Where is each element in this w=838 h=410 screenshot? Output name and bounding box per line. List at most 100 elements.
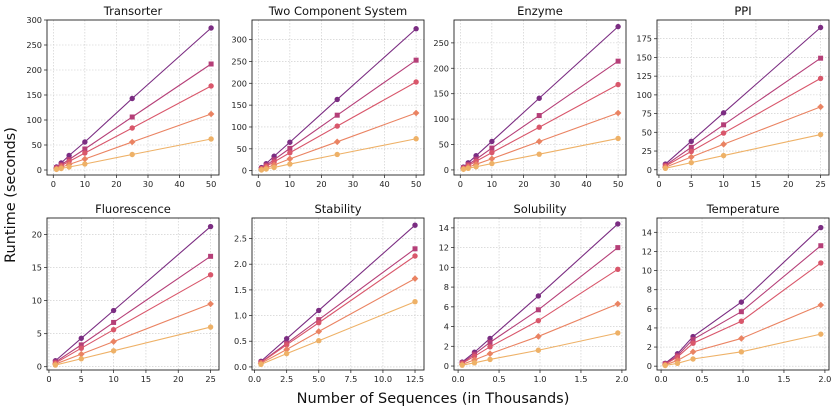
data-point <box>58 165 64 172</box>
y-tick-label: 200 <box>231 78 247 88</box>
data-point <box>690 356 696 362</box>
data-point <box>283 342 290 348</box>
x-tick-label: 40 <box>581 179 591 189</box>
data-point <box>111 319 117 325</box>
series-line <box>665 134 821 169</box>
data-point <box>208 61 214 67</box>
data-point <box>110 326 117 333</box>
subplot-4: 0 5 10 15 20 25 0 25 50 75 100 125 150 175 PPI <box>636 4 830 189</box>
plot-frame <box>46 19 220 176</box>
y-tick-label: 14 <box>439 223 449 233</box>
x-tick-label: 20 <box>518 179 528 189</box>
data-point <box>316 320 322 326</box>
data-point <box>738 349 745 355</box>
series-line <box>665 27 821 165</box>
x-tick-label: 0.5 <box>493 374 506 384</box>
data-point <box>334 123 340 129</box>
series-line <box>260 278 416 364</box>
y-tick-label: 50 <box>642 127 652 137</box>
x-tick-label: 50 <box>613 179 623 189</box>
data-point <box>465 165 471 172</box>
y-tick-label: 150 <box>231 100 247 110</box>
x-tick-label: 5.0 <box>312 374 325 384</box>
data-point <box>207 300 214 308</box>
subplot-2: 0 10 20 30 40 50 0 50 100 150 200 250 300 Two Compone… <box>231 4 425 189</box>
y-tick-label: 0 <box>242 166 247 176</box>
y-tick-label: 0 <box>444 361 449 371</box>
x-tick-label: 10 <box>80 179 90 189</box>
data-point <box>535 333 542 340</box>
data-point <box>287 145 293 151</box>
y-tick-label: 50 <box>237 144 247 154</box>
data-point <box>674 357 681 364</box>
series-line <box>55 303 211 365</box>
subplot-title: Transorter <box>103 4 163 18</box>
data-point <box>615 245 621 251</box>
data-point <box>412 222 418 228</box>
plot-frame <box>656 217 830 371</box>
y-tick-label: 12 <box>642 246 652 256</box>
series-line <box>260 255 416 364</box>
data-point <box>413 136 419 142</box>
subplots: 0 10 20 30 40 50050100150200250300Transorter0… <box>26 4 831 384</box>
subplot-title: Fluorescence <box>95 202 171 216</box>
y-tick-label: 25 <box>642 146 652 156</box>
data-point <box>488 155 496 163</box>
x-tick-label: 10 <box>487 179 497 189</box>
y-tick-label: 0 <box>444 165 449 175</box>
data-point <box>208 25 214 31</box>
x-tick-label: 20 <box>783 179 793 189</box>
data-point <box>316 307 322 314</box>
data-point <box>460 166 467 172</box>
x-tick-label: 5 <box>79 374 84 384</box>
data-point <box>258 361 264 368</box>
y-tick-label: 1.0 <box>234 311 247 321</box>
data-point <box>615 135 621 142</box>
data-point <box>316 317 322 323</box>
data-point <box>687 153 695 161</box>
data-point <box>489 138 495 145</box>
x-tick-label: 40 <box>379 179 389 189</box>
data-point <box>818 224 824 231</box>
subplot-8: 0.0 0.5 1.0 1.5 2.0 0 2 4 6 8 10 12 14 Temperature <box>642 202 832 384</box>
data-point <box>129 95 135 102</box>
x-tick-label: 2.0 <box>818 374 831 384</box>
data-point <box>615 58 621 64</box>
data-point <box>487 339 493 345</box>
x-tick-label: 50 <box>206 179 216 189</box>
x-tick-label: 7.5 <box>344 374 357 384</box>
data-point <box>128 138 136 146</box>
x-tick-label: 10 <box>108 374 118 384</box>
data-point <box>489 149 495 156</box>
series-line <box>260 224 416 362</box>
data-point <box>287 150 293 156</box>
data-point <box>412 299 418 305</box>
data-point <box>129 114 135 120</box>
x-tick-label: 1.0 <box>736 374 749 384</box>
data-point <box>283 346 290 353</box>
data-point <box>535 317 542 324</box>
x-tick-label: 50 <box>411 179 421 189</box>
x-tick-label: 30 <box>550 179 560 189</box>
data-point <box>615 330 621 336</box>
x-tick-label: 5 <box>689 179 694 189</box>
data-point <box>82 139 88 145</box>
y-tick-label: 2 <box>444 341 449 351</box>
x-tick-label: 0 <box>256 179 261 189</box>
data-point <box>817 301 825 309</box>
data-point <box>207 324 214 330</box>
data-point <box>287 139 293 145</box>
data-point <box>688 138 694 145</box>
data-point <box>536 124 542 130</box>
series-line <box>665 77 821 167</box>
data-point <box>487 344 493 350</box>
data-point <box>81 155 89 163</box>
x-tick-label: 1.5 <box>574 374 587 384</box>
y-tick-label: 300 <box>26 15 42 25</box>
data-point <box>614 300 622 308</box>
y-tick-label: 20 <box>32 230 42 240</box>
data-point <box>412 246 418 252</box>
series-line <box>260 248 416 363</box>
data-point <box>688 144 694 150</box>
data-point <box>615 81 621 88</box>
